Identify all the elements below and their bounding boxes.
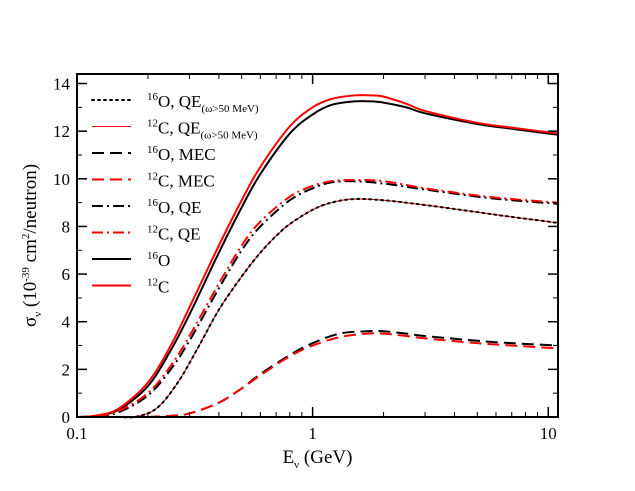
series-line-12c-qe bbox=[76, 178, 559, 418]
series-layer bbox=[76, 94, 559, 419]
legend-label: 16O, QE bbox=[147, 197, 201, 217]
y-tick-label: 2 bbox=[62, 360, 71, 379]
series-line-16o-qe-50-mev- bbox=[117, 197, 559, 419]
legend-label: 12C, QE(ω>50 MeV) bbox=[147, 118, 258, 142]
y-tick-label: 6 bbox=[62, 265, 71, 284]
y-tick-label: 0 bbox=[62, 408, 71, 427]
x-axis-title: Eν (GeV) bbox=[283, 447, 353, 471]
y-tick-label: 8 bbox=[62, 217, 71, 236]
legend-label: 16O, MEC bbox=[147, 144, 216, 164]
legend: 16O, QE(ω>50 MeV) 12C, QE(ω>50 MeV)16O, M… bbox=[91, 91, 259, 297]
series-line-12c bbox=[76, 94, 559, 418]
series-line-12c-mec bbox=[147, 332, 559, 418]
y-tick-label: 10 bbox=[53, 170, 70, 189]
series-line-16o-qe bbox=[76, 180, 559, 419]
legend-label: 12C, MEC bbox=[147, 171, 215, 191]
legend-label: 16O bbox=[147, 250, 170, 270]
tick-layer: 0.1 1 10 0 2 4 6 8 10 12 14 bbox=[53, 74, 558, 443]
y-tick-label: 4 bbox=[62, 313, 71, 332]
legend-label: 12C, QE bbox=[147, 224, 201, 244]
x-tick-label: 10 bbox=[540, 424, 557, 443]
y-axis-title: σν (10-39 cm2/neutron) bbox=[20, 164, 44, 327]
x-tick-label: 1 bbox=[308, 424, 317, 443]
legend-label: 12C bbox=[147, 277, 169, 297]
series-line-16o bbox=[76, 100, 559, 418]
x-tick-label: 0.1 bbox=[66, 424, 87, 443]
legend-label: 16O, QE(ω>50 MeV) bbox=[147, 91, 259, 115]
y-tick-label: 14 bbox=[53, 75, 71, 94]
plot-frame bbox=[76, 73, 559, 418]
y-tick-label: 12 bbox=[53, 122, 70, 141]
